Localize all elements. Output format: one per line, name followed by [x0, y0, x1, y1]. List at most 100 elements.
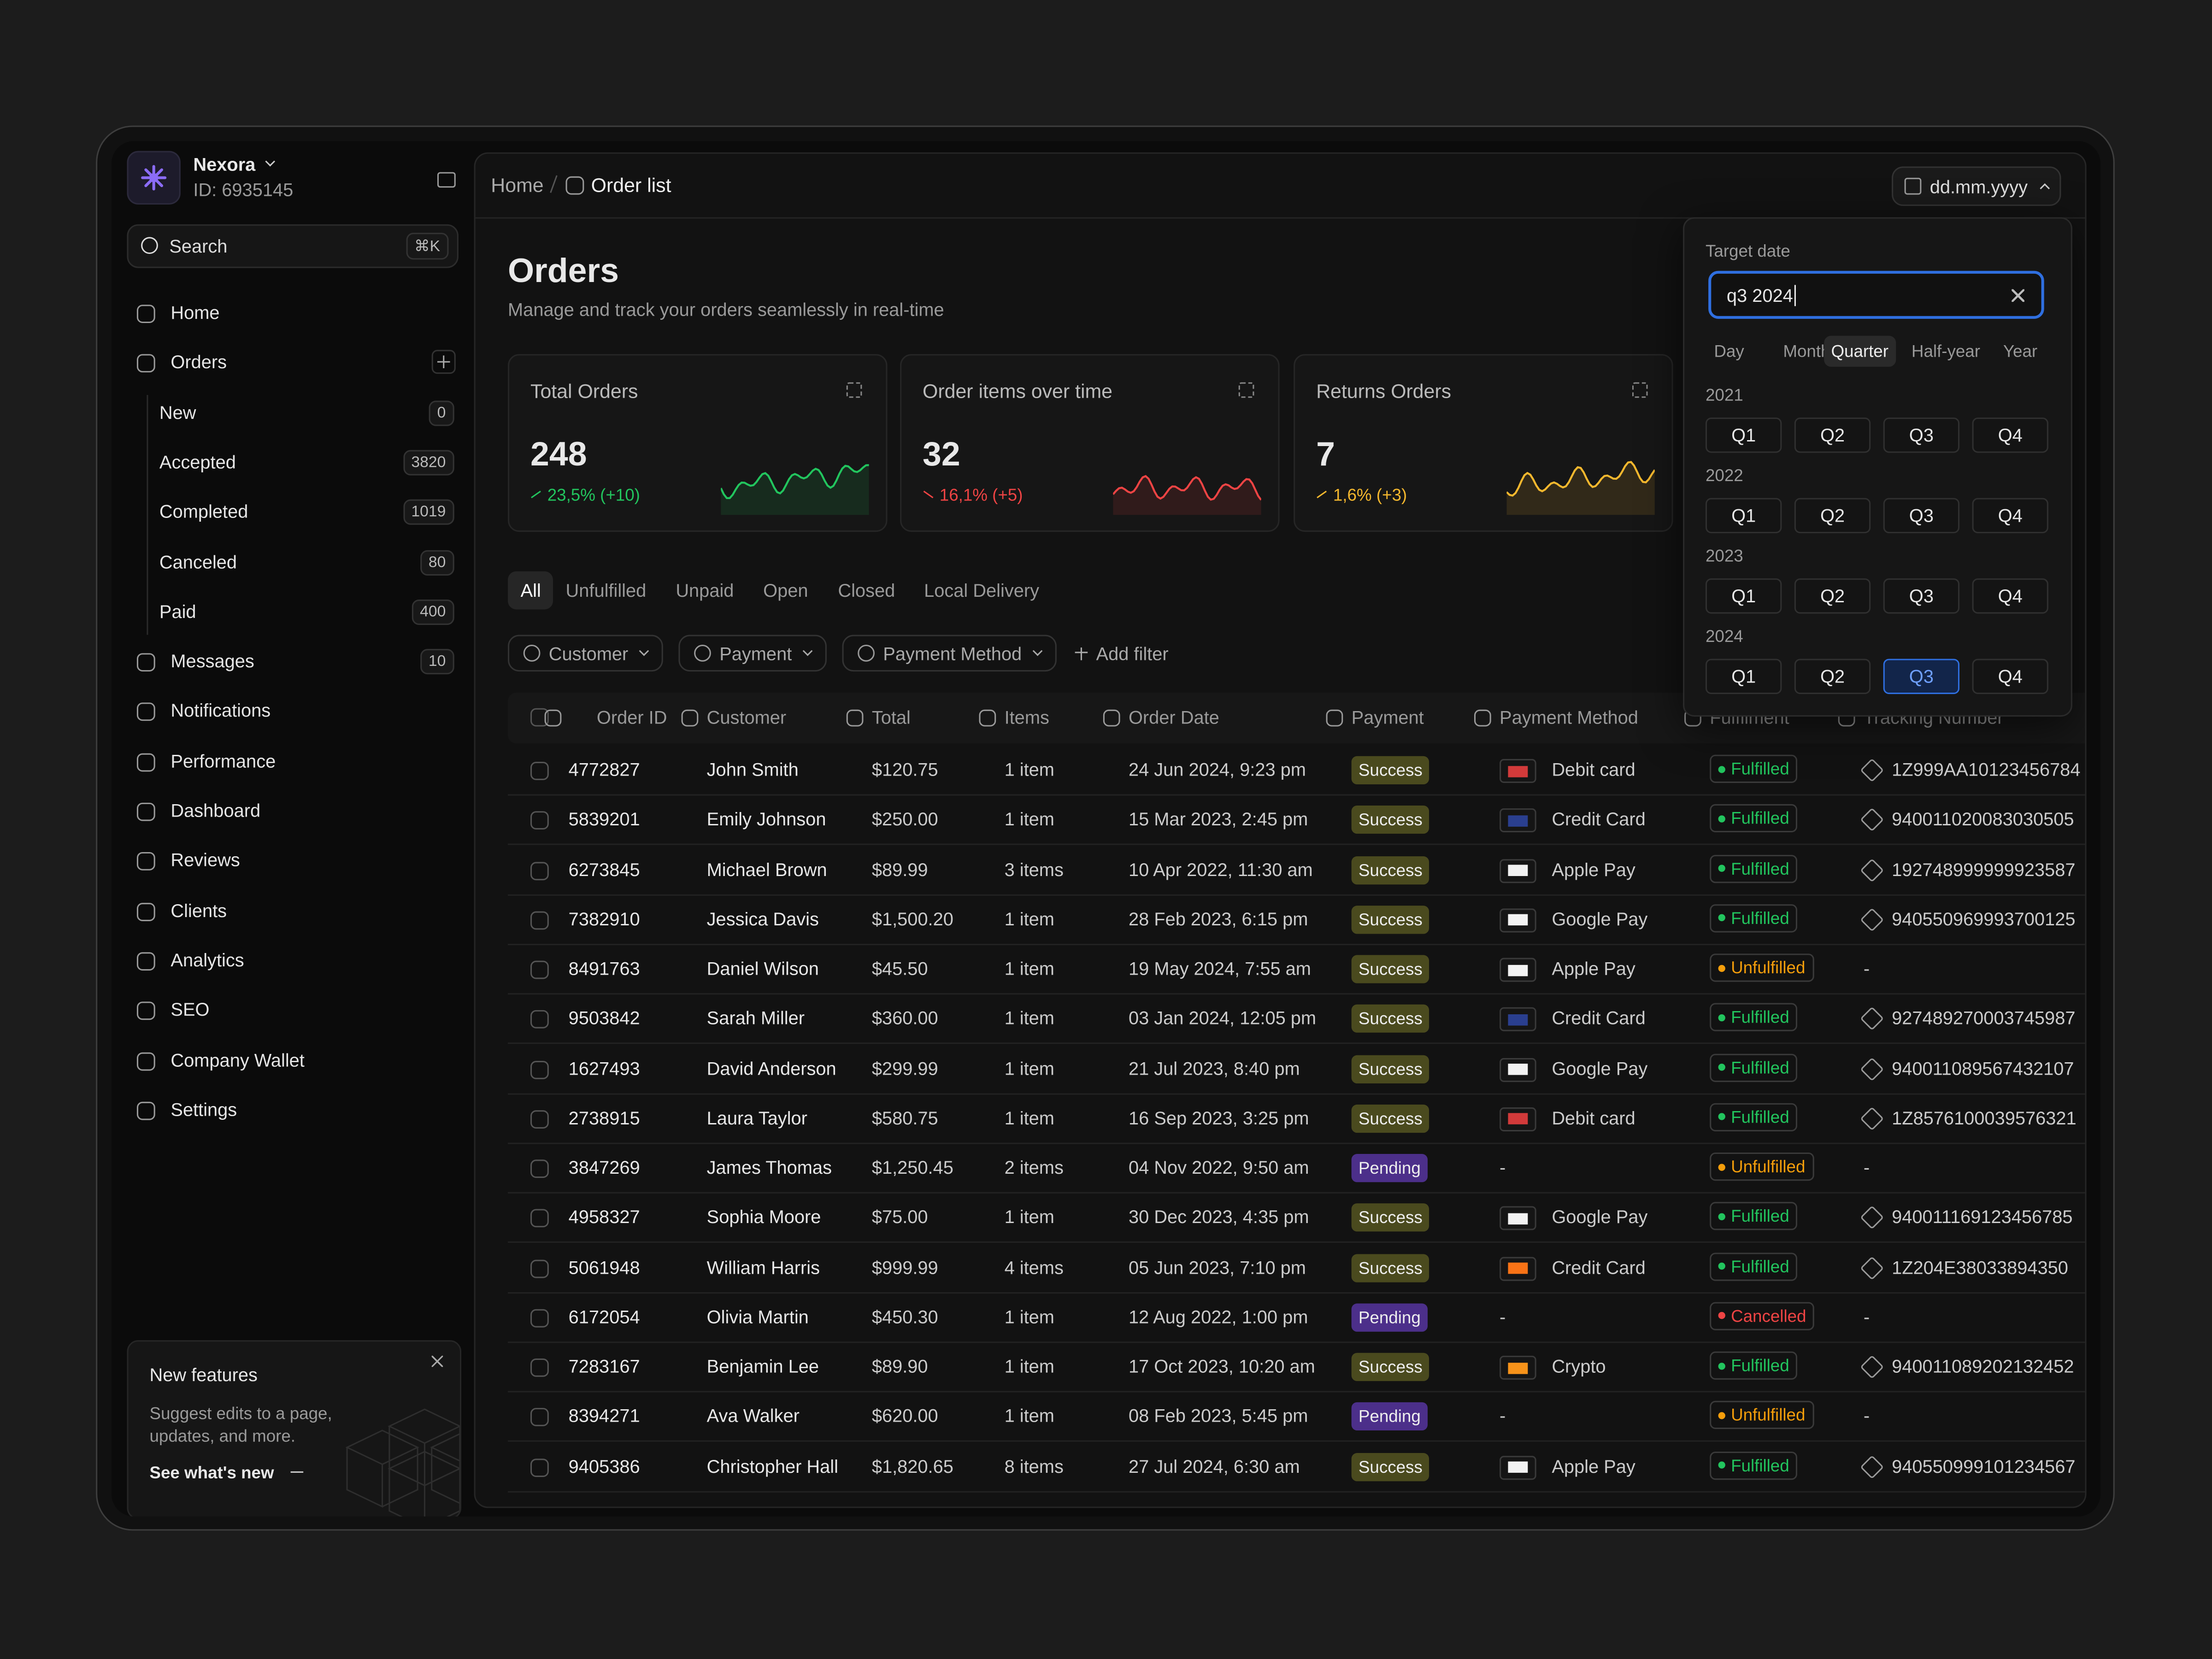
row-checkbox[interactable]	[530, 1060, 549, 1078]
sidebar-toggle[interactable]	[437, 172, 456, 188]
quarter-button[interactable]: Q1	[1706, 659, 1782, 694]
order-id[interactable]: 6273845	[569, 859, 640, 880]
nav-item[interactable]: Home	[171, 302, 219, 323]
status-dot	[1718, 1014, 1725, 1021]
promo-close[interactable]	[432, 1356, 443, 1367]
mode-option[interactable]: Half-year	[1912, 336, 1980, 367]
row-checkbox[interactable]	[530, 762, 549, 780]
filter-button[interactable]: Customer	[508, 635, 664, 672]
expand-icon[interactable]	[1632, 382, 1648, 398]
payment-method: -	[1500, 1306, 1506, 1327]
order-id[interactable]: 4958327	[569, 1206, 640, 1228]
nav-item[interactable]: Analytics	[171, 949, 244, 971]
order-id[interactable]: 6172054	[569, 1306, 640, 1327]
add-filter[interactable]: Add filter	[1072, 635, 1171, 672]
row-checkbox[interactable]	[530, 1209, 549, 1228]
nav-item[interactable]: New	[159, 401, 196, 423]
search-box[interactable]: Search⌘K	[127, 224, 459, 268]
nav-item[interactable]: Notifications	[171, 700, 271, 722]
nav-item[interactable]: Settings	[171, 1099, 237, 1120]
tab[interactable]: Open	[763, 571, 808, 610]
filter-button[interactable]: Payment Method	[842, 635, 1057, 672]
row-checkbox[interactable]	[530, 911, 549, 930]
nav-item[interactable]: Paid	[159, 600, 196, 622]
row-checkbox[interactable]	[530, 1309, 549, 1327]
quarter-button[interactable]: Q3	[1883, 498, 1959, 534]
mode-option[interactable]: Quarter	[1824, 336, 1895, 367]
order-id[interactable]: 1627493	[569, 1057, 640, 1078]
column-icon	[1326, 710, 1343, 727]
quarter-button[interactable]: Q2	[1794, 659, 1871, 694]
quarter-button[interactable]: Q2	[1794, 578, 1871, 614]
tab[interactable]: All	[508, 571, 553, 610]
quarter-button[interactable]: Q4	[1972, 418, 2048, 453]
date-button[interactable]: dd.mm.yyyy	[1892, 166, 2061, 206]
row-checkbox[interactable]	[530, 1159, 549, 1178]
tab[interactable]: Unfulfilled	[566, 571, 647, 610]
fulfilment-label: Fulfilled	[1731, 1455, 1789, 1475]
nav-item[interactable]: Company Wallet	[171, 1049, 304, 1070]
quarter-button[interactable]: Q3	[1883, 659, 1959, 694]
tab[interactable]: Local Delivery	[924, 571, 1039, 610]
row-checkbox[interactable]	[530, 1110, 549, 1128]
row-checkbox[interactable]	[530, 812, 549, 830]
order-id[interactable]: 7283167	[569, 1356, 640, 1377]
order-id[interactable]: 9503842	[569, 1007, 640, 1029]
order-id[interactable]: 4772827	[569, 759, 640, 780]
row-checkbox[interactable]	[530, 1408, 549, 1427]
order-id[interactable]: 5061948	[569, 1256, 640, 1277]
order-id[interactable]: 5839201	[569, 809, 640, 830]
row-checkbox[interactable]	[530, 1011, 549, 1029]
quarter-button[interactable]: Q4	[1972, 498, 2048, 534]
row-checkbox[interactable]	[530, 961, 549, 979]
quarter-button[interactable]: Q4	[1972, 578, 2048, 614]
mode-option[interactable]: Month	[1783, 336, 1830, 367]
row-checkbox[interactable]	[530, 1259, 549, 1277]
promo-link[interactable]: See what's new	[149, 1463, 274, 1483]
nav-item[interactable]: Accepted	[159, 451, 236, 472]
order-id[interactable]: 9405386	[569, 1455, 640, 1477]
sparkline	[721, 452, 869, 515]
expand-icon[interactable]	[847, 382, 862, 398]
expand-icon[interactable]	[1239, 382, 1254, 398]
filter-icon	[524, 645, 541, 662]
nav-item[interactable]: Canceled	[159, 551, 237, 572]
date-input[interactable]: q3 2024	[1708, 271, 2044, 319]
row-checkbox[interactable]	[530, 1458, 549, 1477]
tracking-number: 940011089202132452	[1892, 1356, 2074, 1377]
status-dot	[1718, 815, 1725, 822]
nav-item[interactable]: Completed	[159, 501, 248, 522]
mode-option[interactable]: Year	[2003, 336, 2037, 367]
quarter-button[interactable]: Q1	[1706, 578, 1782, 614]
nav-item[interactable]: Performance	[171, 750, 276, 771]
quarter-button[interactable]: Q1	[1706, 498, 1782, 534]
order-id[interactable]: 8491763	[569, 958, 640, 979]
customer: Michael Brown	[707, 859, 827, 880]
filter-button[interactable]: Payment	[678, 635, 827, 672]
quarter-button[interactable]: Q3	[1883, 578, 1959, 614]
quarter-button[interactable]: Q3	[1883, 418, 1959, 453]
tab[interactable]: Unpaid	[676, 571, 734, 610]
breadcrumb-home[interactable]: Home	[491, 174, 543, 196]
quarter-button[interactable]: Q2	[1794, 498, 1871, 534]
tab[interactable]: Closed	[838, 571, 895, 610]
order-id[interactable]: 2738915	[569, 1107, 640, 1128]
nav-item[interactable]: Clients	[171, 900, 227, 921]
nav-item[interactable]: Messages	[171, 651, 254, 672]
nav-item[interactable]: SEO	[171, 999, 209, 1020]
clear-input[interactable]	[2012, 289, 2024, 302]
nav-icon	[137, 902, 155, 921]
quarter-button[interactable]: Q4	[1972, 659, 2048, 694]
quarter-button[interactable]: Q1	[1706, 418, 1782, 453]
order-id[interactable]: 8394271	[569, 1406, 640, 1427]
nav-item[interactable]: Dashboard	[171, 800, 260, 821]
order-id[interactable]: 7382910	[569, 908, 640, 930]
order-id[interactable]: 3847269	[569, 1157, 640, 1178]
row-checkbox[interactable]	[530, 1359, 549, 1377]
quarter-button[interactable]: Q2	[1794, 418, 1871, 453]
nav-item[interactable]: Reviews	[171, 850, 240, 871]
trend-arrow	[1317, 491, 1327, 499]
nav-item[interactable]: Orders	[171, 352, 227, 373]
mode-option[interactable]: Day	[1714, 336, 1744, 367]
row-checkbox[interactable]	[530, 861, 549, 880]
